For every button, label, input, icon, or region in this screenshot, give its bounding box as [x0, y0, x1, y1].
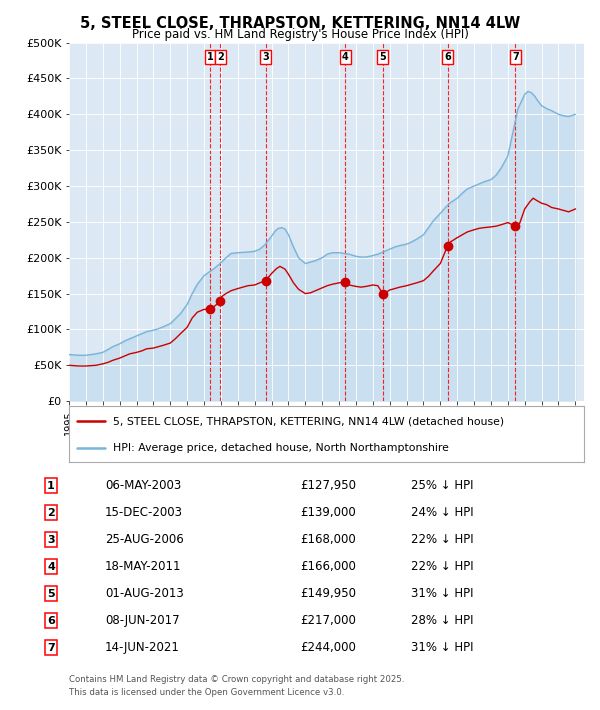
Text: Price paid vs. HM Land Registry's House Price Index (HPI): Price paid vs. HM Land Registry's House … — [131, 28, 469, 41]
Text: 14-JUN-2021: 14-JUN-2021 — [105, 641, 180, 654]
Text: 5, STEEL CLOSE, THRAPSTON, KETTERING, NN14 4LW: 5, STEEL CLOSE, THRAPSTON, KETTERING, NN… — [80, 16, 520, 31]
Text: 24% ↓ HPI: 24% ↓ HPI — [411, 506, 473, 519]
Text: £149,950: £149,950 — [300, 587, 356, 600]
Text: 22% ↓ HPI: 22% ↓ HPI — [411, 533, 473, 546]
Text: 3: 3 — [47, 535, 55, 545]
Text: 2: 2 — [47, 508, 55, 518]
Text: 1: 1 — [206, 52, 214, 62]
Text: 25-AUG-2006: 25-AUG-2006 — [105, 533, 184, 546]
Text: 5, STEEL CLOSE, THRAPSTON, KETTERING, NN14 4LW (detached house): 5, STEEL CLOSE, THRAPSTON, KETTERING, NN… — [113, 416, 504, 426]
Text: 1: 1 — [47, 481, 55, 491]
Text: 5: 5 — [379, 52, 386, 62]
Text: 4: 4 — [47, 562, 55, 572]
Text: 2: 2 — [217, 52, 224, 62]
Text: 01-AUG-2013: 01-AUG-2013 — [105, 587, 184, 600]
Text: 7: 7 — [47, 643, 55, 652]
Text: This data is licensed under the Open Government Licence v3.0.: This data is licensed under the Open Gov… — [69, 688, 344, 697]
Text: £217,000: £217,000 — [300, 614, 356, 627]
Text: HPI: Average price, detached house, North Northamptonshire: HPI: Average price, detached house, Nort… — [113, 442, 449, 453]
Text: £166,000: £166,000 — [300, 560, 356, 573]
Text: £244,000: £244,000 — [300, 641, 356, 654]
Text: 15-DEC-2003: 15-DEC-2003 — [105, 506, 183, 519]
Text: Contains HM Land Registry data © Crown copyright and database right 2025.: Contains HM Land Registry data © Crown c… — [69, 675, 404, 684]
Text: 7: 7 — [512, 52, 519, 62]
Text: 08-JUN-2017: 08-JUN-2017 — [105, 614, 179, 627]
Text: 6: 6 — [445, 52, 451, 62]
Text: 6: 6 — [47, 616, 55, 626]
Text: 06-MAY-2003: 06-MAY-2003 — [105, 479, 181, 492]
Text: 25% ↓ HPI: 25% ↓ HPI — [411, 479, 473, 492]
Text: 28% ↓ HPI: 28% ↓ HPI — [411, 614, 473, 627]
Text: 22% ↓ HPI: 22% ↓ HPI — [411, 560, 473, 573]
Text: 3: 3 — [262, 52, 269, 62]
Text: 4: 4 — [342, 52, 349, 62]
Text: 31% ↓ HPI: 31% ↓ HPI — [411, 641, 473, 654]
Text: £139,000: £139,000 — [300, 506, 356, 519]
Text: 31% ↓ HPI: 31% ↓ HPI — [411, 587, 473, 600]
Text: £127,950: £127,950 — [300, 479, 356, 492]
Text: £168,000: £168,000 — [300, 533, 356, 546]
Text: 18-MAY-2011: 18-MAY-2011 — [105, 560, 182, 573]
Text: 5: 5 — [47, 589, 55, 599]
